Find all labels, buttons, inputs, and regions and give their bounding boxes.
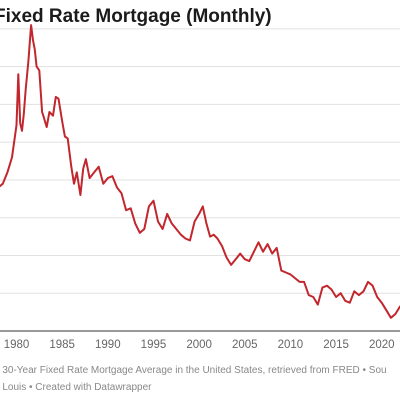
x-tick-label: 2000 [186,339,212,351]
x-tick-label: 1995 [141,339,167,351]
credit-note: t. Louis • Created with Datawrapper [0,382,152,393]
x-tick-label: 1985 [49,339,75,351]
x-tick-label: 2010 [278,339,304,351]
x-tick-labels: 1980 1985 1990 1995 2000 2005 2010 2015 2020 [4,339,395,351]
mortgage-rate-line [0,24,400,319]
x-tick-label: 2020 [369,339,395,351]
x-tick-label: 2005 [232,339,258,351]
y-gridlines [0,28,400,294]
x-tick-label: 1980 [4,339,30,351]
x-tick-label: 2015 [323,339,349,351]
chart-title: Fixed Rate Mortgage (Monthly) [0,6,272,27]
x-tick-label: 1990 [95,339,121,351]
source-note: r, 30-Year Fixed Rate Mortgage Average i… [0,365,387,376]
chart-footer: r, 30-Year Fixed Rate Mortgage Average i… [0,362,400,396]
